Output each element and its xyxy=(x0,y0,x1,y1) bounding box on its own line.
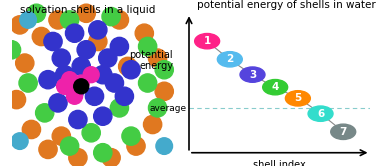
Circle shape xyxy=(240,67,265,82)
Circle shape xyxy=(82,124,100,142)
Circle shape xyxy=(15,54,34,72)
Circle shape xyxy=(27,4,45,22)
Circle shape xyxy=(32,27,51,46)
Circle shape xyxy=(115,87,133,105)
Text: 2: 2 xyxy=(226,54,234,64)
Circle shape xyxy=(122,61,140,79)
Circle shape xyxy=(155,82,174,100)
Circle shape xyxy=(149,99,167,117)
Circle shape xyxy=(20,12,36,28)
Circle shape xyxy=(285,91,310,106)
Text: average: average xyxy=(150,104,187,113)
Circle shape xyxy=(308,106,333,121)
Circle shape xyxy=(44,32,62,51)
Text: shell index: shell index xyxy=(253,160,306,166)
Circle shape xyxy=(74,79,89,94)
Circle shape xyxy=(85,87,104,105)
Circle shape xyxy=(39,71,57,89)
Circle shape xyxy=(110,11,129,29)
Text: 3: 3 xyxy=(249,70,256,80)
Circle shape xyxy=(105,74,124,92)
Circle shape xyxy=(2,41,21,59)
Text: 6: 6 xyxy=(317,109,324,119)
Circle shape xyxy=(94,107,112,125)
Circle shape xyxy=(52,49,70,67)
Circle shape xyxy=(69,149,87,166)
Circle shape xyxy=(52,127,70,145)
Circle shape xyxy=(77,41,95,59)
Circle shape xyxy=(7,90,26,109)
Circle shape xyxy=(57,78,73,94)
Circle shape xyxy=(49,94,67,112)
Circle shape xyxy=(69,110,87,129)
Circle shape xyxy=(89,32,107,51)
Circle shape xyxy=(60,11,79,29)
Text: potential energy of shells in water: potential energy of shells in water xyxy=(197,0,376,10)
Circle shape xyxy=(99,49,117,67)
Text: 1: 1 xyxy=(203,36,211,46)
Circle shape xyxy=(94,66,112,84)
Circle shape xyxy=(60,137,79,155)
Circle shape xyxy=(135,24,153,42)
Circle shape xyxy=(72,57,90,76)
Circle shape xyxy=(83,67,99,83)
Circle shape xyxy=(217,52,242,67)
Circle shape xyxy=(49,11,67,29)
Circle shape xyxy=(122,127,140,145)
Circle shape xyxy=(195,34,220,49)
Circle shape xyxy=(56,66,74,84)
Circle shape xyxy=(73,75,89,91)
Circle shape xyxy=(149,49,167,67)
Circle shape xyxy=(102,7,120,26)
Circle shape xyxy=(119,57,137,76)
Circle shape xyxy=(36,104,54,122)
Circle shape xyxy=(89,21,107,39)
Circle shape xyxy=(263,80,288,95)
Circle shape xyxy=(138,74,157,92)
Circle shape xyxy=(11,16,29,34)
Circle shape xyxy=(331,124,356,139)
Circle shape xyxy=(19,74,37,92)
Circle shape xyxy=(144,115,162,134)
Circle shape xyxy=(11,133,28,149)
Circle shape xyxy=(62,72,77,88)
Circle shape xyxy=(65,24,84,42)
Text: solvation shells in a liquid: solvation shells in a liquid xyxy=(20,5,155,15)
Circle shape xyxy=(77,4,95,22)
Text: 4: 4 xyxy=(271,82,279,92)
Text: 5: 5 xyxy=(294,93,302,103)
Circle shape xyxy=(127,137,145,155)
Circle shape xyxy=(94,144,112,162)
Circle shape xyxy=(155,61,174,79)
Text: potential
energy: potential energy xyxy=(130,50,173,72)
Text: 7: 7 xyxy=(339,127,347,137)
Circle shape xyxy=(67,88,82,104)
Circle shape xyxy=(110,99,129,117)
Circle shape xyxy=(65,82,84,100)
Circle shape xyxy=(138,37,157,56)
Circle shape xyxy=(39,140,57,159)
Circle shape xyxy=(156,138,172,154)
Circle shape xyxy=(110,37,129,56)
Circle shape xyxy=(22,120,40,139)
Circle shape xyxy=(102,149,120,166)
